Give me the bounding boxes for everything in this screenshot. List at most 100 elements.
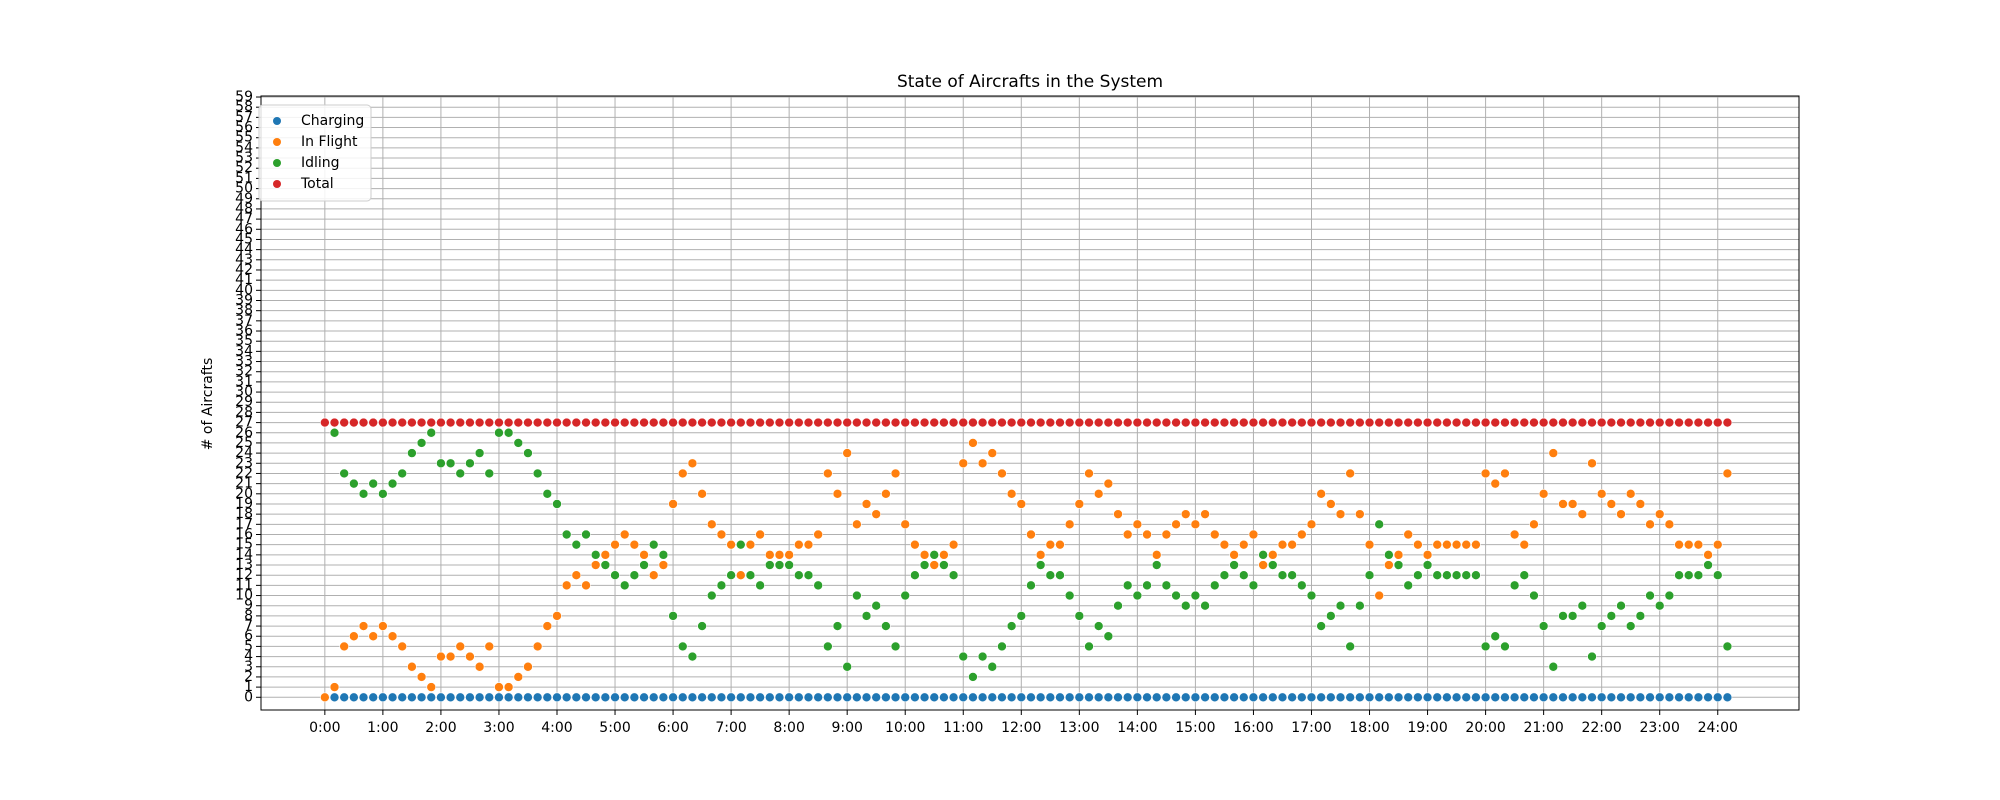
point (668, 692, 678, 703)
point (1219, 570, 1230, 580)
point (968, 692, 978, 703)
point (929, 550, 940, 560)
point (378, 621, 388, 631)
point (503, 692, 514, 703)
point (619, 529, 630, 540)
point (1219, 417, 1230, 428)
point (610, 570, 620, 580)
point (416, 417, 427, 428)
y-tick-label: 8 (244, 608, 253, 624)
point (1413, 692, 1423, 703)
point (552, 692, 562, 703)
point (1200, 600, 1210, 611)
point (1209, 692, 1220, 703)
point (1045, 539, 1056, 550)
point (1229, 417, 1239, 428)
point (1374, 519, 1384, 530)
point (687, 651, 698, 662)
point (1461, 539, 1472, 550)
point (735, 692, 746, 703)
point (474, 417, 485, 428)
point (590, 560, 601, 570)
point (1122, 529, 1133, 540)
point (1625, 692, 1636, 703)
point (368, 692, 379, 703)
point (1258, 560, 1268, 570)
point (910, 539, 920, 550)
y-tick-label: 58 (235, 99, 253, 115)
point (1403, 417, 1414, 428)
x-tick-label: 14:00 (1117, 720, 1157, 736)
point (1577, 417, 1588, 428)
point (1287, 417, 1297, 428)
point (1500, 641, 1510, 652)
point (1326, 417, 1336, 428)
point (455, 641, 466, 652)
point (1442, 570, 1452, 580)
point (378, 489, 388, 499)
point (1180, 600, 1191, 611)
point (349, 631, 359, 642)
point (1142, 529, 1152, 540)
point (784, 550, 794, 560)
point (987, 417, 998, 428)
point (1132, 519, 1143, 530)
point (1471, 692, 1481, 703)
point (445, 692, 456, 703)
point (1316, 692, 1326, 703)
point (1171, 590, 1181, 601)
y-axis-label: # of Aircrafts (200, 358, 216, 451)
point (1432, 539, 1443, 550)
point (1413, 539, 1423, 550)
point (581, 417, 591, 428)
point (1084, 641, 1094, 652)
y-tick-label: 26 (235, 425, 253, 441)
point (368, 631, 379, 642)
point (590, 550, 601, 560)
point (1200, 417, 1210, 428)
point (1200, 692, 1210, 703)
point (668, 499, 678, 509)
point (397, 692, 408, 703)
point (658, 560, 669, 570)
point (619, 580, 630, 591)
point (745, 692, 756, 703)
y-tick-label: 28 (235, 404, 253, 420)
point (629, 539, 640, 550)
x-tick-label: 13:00 (1059, 720, 1099, 736)
point (552, 417, 562, 428)
point (465, 692, 475, 703)
point (590, 692, 601, 703)
point (387, 417, 398, 428)
point (532, 692, 543, 703)
point (523, 417, 533, 428)
point (1577, 600, 1588, 611)
point (1461, 692, 1472, 703)
point (774, 560, 785, 570)
point (1587, 692, 1597, 703)
point (436, 692, 446, 703)
point (977, 417, 988, 428)
point (581, 580, 591, 591)
point (1345, 641, 1355, 652)
point (358, 417, 369, 428)
point (697, 417, 707, 428)
point (977, 651, 988, 662)
y-tick-label: 25 (235, 435, 253, 451)
point (755, 529, 765, 540)
point (378, 417, 388, 428)
point (1567, 692, 1578, 703)
point (320, 417, 330, 428)
point (968, 438, 978, 448)
point (832, 621, 843, 631)
point (1151, 550, 1162, 560)
point (1364, 570, 1375, 580)
point (648, 539, 659, 550)
point (1258, 550, 1268, 560)
point (823, 641, 833, 652)
point (1529, 692, 1539, 703)
point (1664, 692, 1675, 703)
point (1442, 692, 1452, 703)
point (1267, 417, 1278, 428)
point (1596, 489, 1607, 499)
